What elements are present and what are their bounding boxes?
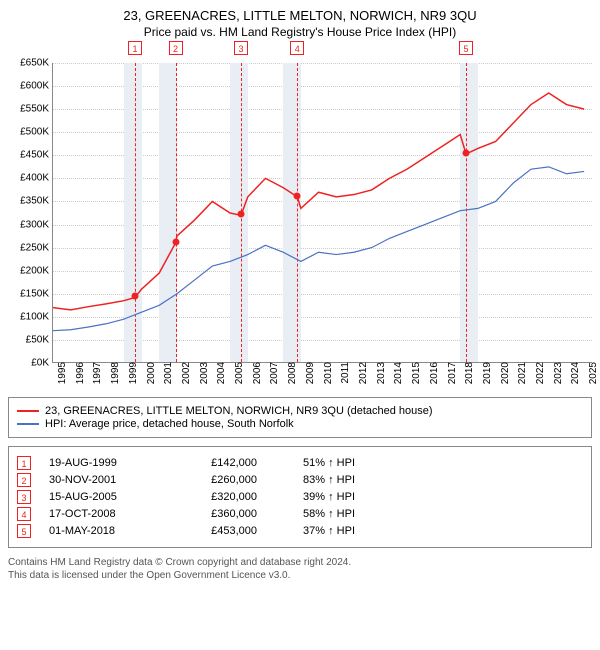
- x-tick-label: 2004: [212, 362, 227, 384]
- x-tick-label: 2017: [443, 362, 458, 384]
- sale-dot: [294, 192, 301, 199]
- sale-marker-box: 3: [234, 41, 248, 55]
- sale-index-box: 3: [17, 490, 31, 504]
- legend-item: 23, GREENACRES, LITTLE MELTON, NORWICH, …: [17, 405, 583, 417]
- x-tick-label: 2016: [425, 362, 440, 384]
- y-tick-label: £550K: [20, 104, 53, 115]
- y-tick-label: £300K: [20, 219, 53, 230]
- y-tick-label: £150K: [20, 288, 53, 299]
- x-tick-label: 2002: [177, 362, 192, 384]
- sale-marker-box: 2: [169, 41, 183, 55]
- x-tick-label: 1998: [106, 362, 121, 384]
- y-tick-label: £250K: [20, 242, 53, 253]
- series-hpi: [53, 167, 584, 331]
- legend-swatch: [17, 423, 39, 425]
- x-tick-label: 2007: [265, 362, 280, 384]
- x-tick-label: 2014: [389, 362, 404, 384]
- legend-swatch: [17, 410, 39, 412]
- sale-pct: 37% ↑ HPI: [275, 525, 355, 537]
- x-tick-label: 2023: [549, 362, 564, 384]
- sale-price: £142,000: [177, 457, 257, 469]
- sale-price: £260,000: [177, 474, 257, 486]
- y-tick-label: £50K: [26, 334, 53, 345]
- sale-marker-box: 5: [459, 41, 473, 55]
- x-tick-label: 2019: [478, 362, 493, 384]
- sale-pct: 39% ↑ HPI: [275, 491, 355, 503]
- sales-table: 1 19-AUG-1999 £142,000 51% ↑ HPI 2 30-NOV-200…: [8, 446, 592, 548]
- sale-price: £320,000: [177, 491, 257, 503]
- sales-row: 4 17-OCT-2008 £360,000 58% ↑ HPI: [17, 507, 583, 521]
- footer-line-1: Contains HM Land Registry data © Crown c…: [8, 556, 592, 569]
- y-tick-label: £450K: [20, 150, 53, 161]
- y-tick-label: £500K: [20, 127, 53, 138]
- sales-row: 2 30-NOV-2001 £260,000 83% ↑ HPI: [17, 473, 583, 487]
- sale-price: £360,000: [177, 508, 257, 520]
- sale-marker-box: 1: [128, 41, 142, 55]
- sale-dot: [131, 293, 138, 300]
- legend-box: 23, GREENACRES, LITTLE MELTON, NORWICH, …: [8, 397, 592, 438]
- y-tick-label: £100K: [20, 311, 53, 322]
- sale-marker-box: 4: [290, 41, 304, 55]
- x-tick-label: 2022: [531, 362, 546, 384]
- x-tick-label: 2001: [159, 362, 174, 384]
- y-tick-label: £200K: [20, 265, 53, 276]
- x-tick-label: 2009: [301, 362, 316, 384]
- y-tick-label: £350K: [20, 196, 53, 207]
- sale-date: 19-AUG-1999: [49, 457, 159, 469]
- chart-title: 23, GREENACRES, LITTLE MELTON, NORWICH, …: [8, 8, 592, 23]
- x-tick-label: 2021: [513, 362, 528, 384]
- y-tick-label: £0K: [31, 358, 53, 369]
- sale-pct: 58% ↑ HPI: [275, 508, 355, 520]
- series-property: [53, 93, 584, 310]
- x-tick-label: 1996: [71, 362, 86, 384]
- x-tick-label: 2024: [566, 362, 581, 384]
- x-tick-label: 2018: [460, 362, 475, 384]
- sale-price: £453,000: [177, 525, 257, 537]
- x-tick-label: 2003: [195, 362, 210, 384]
- sale-index-box: 2: [17, 473, 31, 487]
- x-tick-label: 2006: [248, 362, 263, 384]
- y-tick-label: £600K: [20, 81, 53, 92]
- legend-label: 23, GREENACRES, LITTLE MELTON, NORWICH, …: [45, 405, 433, 417]
- sale-pct: 51% ↑ HPI: [275, 457, 355, 469]
- chart-subtitle: Price paid vs. HM Land Registry's House …: [8, 25, 592, 39]
- sale-date: 15-AUG-2005: [49, 491, 159, 503]
- x-tick-label: 2012: [354, 362, 369, 384]
- sale-date: 17-OCT-2008: [49, 508, 159, 520]
- sale-date: 01-MAY-2018: [49, 525, 159, 537]
- sales-row: 1 19-AUG-1999 £142,000 51% ↑ HPI: [17, 456, 583, 470]
- chart-svg: [53, 63, 593, 363]
- x-tick-label: 1997: [88, 362, 103, 384]
- x-tick-label: 1995: [53, 362, 68, 384]
- x-tick-label: 2000: [142, 362, 157, 384]
- sale-index-box: 1: [17, 456, 31, 470]
- y-tick-label: £650K: [20, 58, 53, 69]
- x-tick-label: 2020: [496, 362, 511, 384]
- sale-dot: [238, 211, 245, 218]
- footer-line-2: This data is licensed under the Open Gov…: [8, 569, 592, 582]
- x-tick-label: 1999: [124, 362, 139, 384]
- sale-pct: 83% ↑ HPI: [275, 474, 355, 486]
- sale-index-box: 4: [17, 507, 31, 521]
- sale-dot: [463, 149, 470, 156]
- x-tick-label: 2025: [584, 362, 599, 384]
- x-tick-label: 2008: [283, 362, 298, 384]
- y-tick-label: £400K: [20, 173, 53, 184]
- sales-row: 3 15-AUG-2005 £320,000 39% ↑ HPI: [17, 490, 583, 504]
- legend-label: HPI: Average price, detached house, Sout…: [45, 418, 294, 430]
- x-tick-label: 2005: [230, 362, 245, 384]
- footer-text: Contains HM Land Registry data © Crown c…: [8, 556, 592, 582]
- x-tick-label: 2011: [336, 362, 351, 384]
- sale-date: 30-NOV-2001: [49, 474, 159, 486]
- x-tick-label: 2010: [319, 362, 334, 384]
- x-tick-label: 2015: [407, 362, 422, 384]
- legend-item: HPI: Average price, detached house, Sout…: [17, 418, 583, 430]
- sale-index-box: 5: [17, 524, 31, 538]
- sales-row: 5 01-MAY-2018 £453,000 37% ↑ HPI: [17, 524, 583, 538]
- chart-plot-area: £0K£50K£100K£150K£200K£250K£300K£350K£40…: [52, 63, 592, 363]
- sale-dot: [172, 239, 179, 246]
- x-tick-label: 2013: [372, 362, 387, 384]
